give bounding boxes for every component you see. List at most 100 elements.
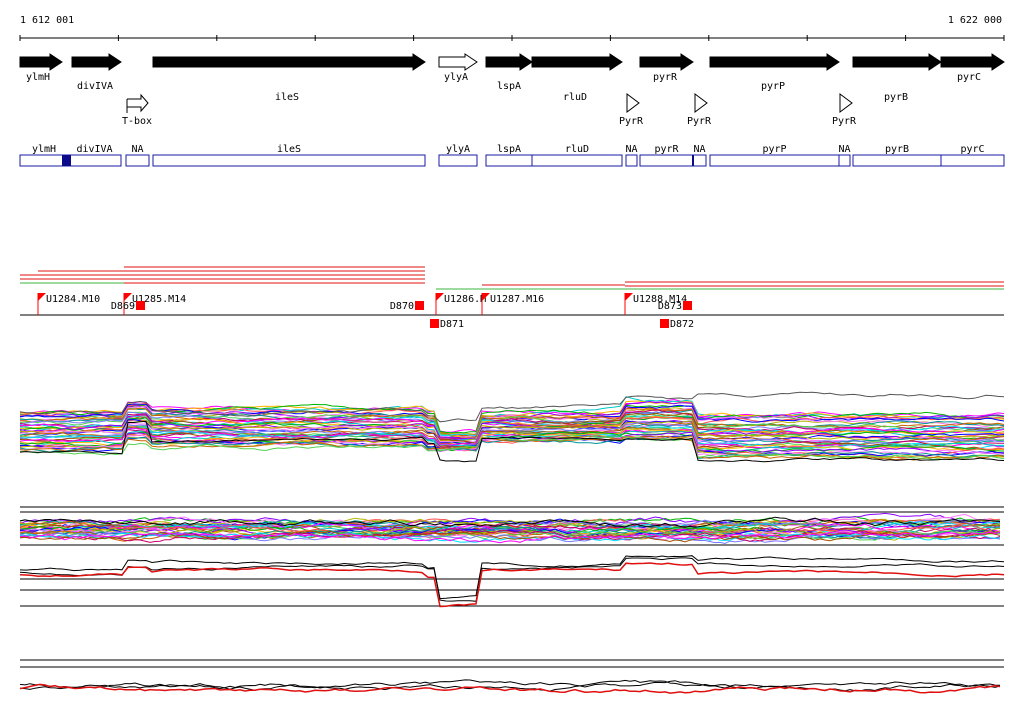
summary-trace-black: [19, 555, 1005, 600]
regulatory-label: PyrR: [619, 116, 644, 127]
downstream-mark-label: D869: [111, 301, 135, 312]
downstream-mark-label: D871: [440, 319, 464, 330]
annotation-label: ylmH: [32, 144, 56, 155]
segment-lines-track: [20, 266, 1004, 290]
upstream-mark-flag: [625, 293, 633, 301]
regulatory-label: PyrR: [832, 116, 857, 127]
downstream-mark-label: D873: [658, 301, 682, 312]
annotation-label: NA: [625, 144, 637, 155]
derivative-trace: [19, 530, 1001, 543]
downstream-mark: [683, 301, 692, 310]
ruler-start-label: 1 612 001: [20, 15, 74, 26]
expression-trace: [19, 398, 1005, 433]
annotation-highlight: [62, 155, 71, 166]
gene-arrow-ileS: [152, 53, 426, 71]
annotation-box: [940, 154, 1005, 167]
gene-track: [19, 53, 1005, 71]
expression-trace: [19, 420, 1005, 442]
transcript-marks-track: U1284.M10 U1285.M14 U1286.M U1287.M16 U1288.…: [20, 293, 1004, 330]
annotation-box: [639, 154, 694, 167]
expression-trace: [19, 426, 1005, 451]
pyrr-attenuator-icon: [694, 93, 708, 113]
annotation-box: [838, 154, 851, 167]
annotation-box: [709, 154, 840, 167]
derivative-trace-black: [19, 516, 1001, 528]
annotation-box: [152, 154, 426, 167]
gene-arrow-pyrB: [852, 53, 942, 71]
expression-panel-summary-derivative: [19, 659, 1004, 694]
gene-arrow-lspA: [485, 53, 533, 71]
upstream-mark-label: U1287.M16: [490, 294, 544, 305]
derivative-trace: [19, 523, 1001, 540]
annotation-box: [67, 154, 122, 167]
annotation-label: divIVA: [76, 144, 112, 155]
expression-trace: [19, 414, 1005, 439]
gene-label: lspA: [497, 81, 521, 92]
expression-trace-high: [19, 391, 1005, 423]
annotation-label: pyrP: [762, 144, 786, 155]
annotation-box: [531, 154, 623, 167]
downstream-mark: [415, 301, 424, 310]
downstream-mark: [136, 301, 145, 310]
derivative-trace: [19, 526, 1001, 539]
annotation-box: [692, 154, 707, 167]
annotation-label: pyrC: [960, 144, 984, 155]
upstream-mark-label: U1288.M14: [633, 294, 687, 305]
gene-label: pyrR: [653, 72, 678, 83]
annotation-label: rluD: [565, 144, 589, 155]
gene-arrow-ylyA: [438, 53, 478, 71]
annotation-box: [19, 154, 69, 167]
expression-panel-summary: [19, 555, 1005, 608]
pyrr-attenuator-icon: [839, 93, 853, 113]
regulatory-label: PyrR: [687, 116, 712, 127]
downstream-mark: [430, 319, 439, 328]
annotation-label: ylyA: [446, 144, 470, 155]
downstream-mark: [660, 319, 669, 328]
gene-label: ileS: [275, 92, 299, 103]
summary-derivative-red: [19, 683, 1001, 694]
ruler-end-label: 1 622 000: [948, 15, 1002, 26]
annotation-box: [438, 154, 478, 167]
annotation-label: pyrR: [654, 144, 679, 155]
derivative-trace: [19, 532, 1001, 543]
pyrr-attenuator-icon: [626, 93, 640, 113]
annotation-box: [125, 154, 150, 167]
regulatory-elements-track: T-box PyrR PyrR PyrR: [122, 93, 857, 127]
gene-label: pyrP: [761, 81, 785, 92]
gene-label: ylyA: [444, 72, 468, 83]
derivative-trace: [19, 531, 1001, 544]
gene-arrow-divIVA: [71, 53, 122, 71]
expression-trace: [19, 414, 1005, 444]
gene-label: rluD: [563, 92, 587, 103]
annotation-label: NA: [693, 144, 705, 155]
regulatory-label: T-box: [122, 116, 152, 127]
expression-trace: [19, 411, 1005, 441]
expression-trace: [19, 403, 1005, 434]
expression-panel-derivative: [19, 506, 1004, 546]
annotation-label: lspA: [497, 144, 521, 155]
expression-trace: [19, 428, 1005, 451]
annotation-label: pyrB: [885, 144, 909, 155]
ruler-ticks: [19, 35, 1005, 41]
gene-arrow-pyrR: [639, 53, 694, 71]
gene-label: divIVA: [77, 81, 113, 92]
annotation-label: NA: [131, 144, 143, 155]
expression-trace: [19, 436, 1005, 459]
upstream-mark-flag: [436, 293, 444, 301]
summary-trace-red: [19, 562, 1005, 608]
annotation-box: [852, 154, 942, 167]
gene-arrow-pyrC: [940, 53, 1005, 71]
upstream-mark-label: U1285.M14: [132, 294, 186, 305]
upstream-mark-flag: [482, 293, 490, 301]
coordinate-ruler: 1 612 001 1 622 000: [19, 15, 1005, 41]
gene-arrow-ylmH: [19, 53, 63, 71]
gene-labels: ylmH divIVA ileS ylyA lspA rluD pyrR pyrP pyrB py…: [26, 72, 981, 103]
tbox-riboswitch-icon: [126, 93, 149, 113]
upstream-mark-label: U1286.M: [444, 294, 486, 305]
gene-label: ylmH: [26, 72, 50, 83]
gene-label: pyrC: [957, 72, 981, 83]
expression-trace-low: [19, 420, 1005, 463]
gene-arrow-rluD: [531, 53, 623, 71]
gene-arrow-pyrP: [709, 53, 840, 71]
annotation-label: NA: [838, 144, 850, 155]
